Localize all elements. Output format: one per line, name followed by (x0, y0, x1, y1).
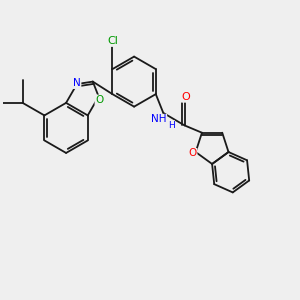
Text: NH: NH (151, 114, 166, 124)
Text: O: O (95, 95, 103, 105)
Text: N: N (73, 78, 81, 88)
Text: O: O (189, 148, 197, 158)
Text: H: H (168, 121, 175, 130)
Text: O: O (182, 92, 190, 102)
Text: Cl: Cl (107, 36, 118, 46)
